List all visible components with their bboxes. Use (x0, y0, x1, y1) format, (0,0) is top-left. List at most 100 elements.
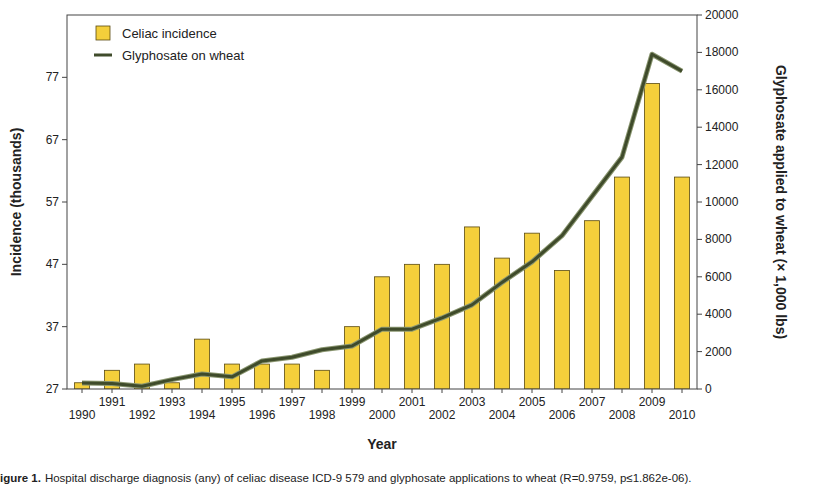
y2-tick-label: 18000 (705, 45, 739, 59)
x-tick-label: 1998 (309, 408, 336, 422)
x-tick-label: 2002 (429, 408, 456, 422)
x-tick-label: 2007 (579, 395, 606, 409)
x-tick-label: 2005 (519, 395, 546, 409)
x-tick-label: 1995 (219, 395, 246, 409)
y-tick-label: 67 (46, 133, 60, 147)
y2-tick-label: 6000 (705, 270, 732, 284)
y-axis-title: Incidence (thousands) (8, 128, 24, 277)
x-tick (652, 389, 653, 393)
y-tick (62, 202, 67, 203)
x-tick (502, 389, 503, 393)
x-tick-label: 1990 (69, 408, 96, 422)
y2-tick-label: 8000 (705, 232, 732, 246)
x-tick-label: 2001 (399, 395, 426, 409)
x-tick (622, 389, 623, 393)
y2-tick (697, 89, 702, 90)
y2-tick-label: 10000 (705, 195, 739, 209)
marks (75, 54, 690, 389)
x-tick-label: 2003 (459, 395, 486, 409)
caption-text: Hospital discharge diagnosis (any) of ce… (45, 472, 692, 484)
x-tick (562, 389, 563, 393)
y-tick-label: 77 (46, 70, 60, 84)
y2-tick-label: 20000 (705, 8, 739, 22)
bar (645, 84, 660, 389)
x-tick (592, 389, 593, 393)
legend-line (94, 54, 112, 57)
y2-tick-label: 16000 (705, 83, 739, 97)
y2-tick-label: 4000 (705, 307, 732, 321)
y-tick-label: 27 (46, 382, 60, 396)
legend-label: Glyphosate on wheat (122, 48, 245, 63)
bar (675, 177, 690, 389)
x-tick (262, 389, 263, 393)
x-tick-label: 1994 (189, 408, 216, 422)
x-tick (532, 389, 533, 393)
y2-tick (697, 276, 702, 277)
x-tick (442, 389, 443, 393)
x-tick-label: 2008 (609, 408, 636, 422)
line-halo (82, 54, 682, 386)
x-tick-label: 1997 (279, 395, 306, 409)
bar (435, 264, 450, 389)
x-tick-label: 2000 (369, 408, 396, 422)
x-tick-label: 1999 (339, 395, 366, 409)
x-tick (412, 389, 413, 393)
chart: 2737475767770200040006000800010000120001… (0, 0, 816, 497)
y2-axis-title: Glyphosate applied to wheat (× 1,000 lbs… (773, 65, 789, 339)
x-tick (142, 389, 143, 393)
y2-tick-label: 2000 (705, 345, 732, 359)
x-tick (112, 389, 113, 393)
x-tick-label: 2009 (639, 395, 666, 409)
legend-label: Celiac incidence (122, 26, 217, 41)
x-tick (202, 389, 203, 393)
y2-tick (697, 389, 702, 390)
y2-tick (697, 202, 702, 203)
y2-tick-label: 0 (705, 382, 712, 396)
y-tick (62, 326, 67, 327)
caption-label: igure 1. (0, 472, 41, 484)
bar (615, 177, 630, 389)
bar (255, 364, 270, 389)
bar (165, 383, 180, 389)
bar (585, 221, 600, 389)
y2-tick (697, 52, 702, 53)
y2-tick (697, 15, 702, 16)
y-tick (62, 139, 67, 140)
x-tick-label: 2004 (489, 408, 516, 422)
y-tick (62, 264, 67, 265)
caption: igure 1. Hospital discharge diagnosis (an… (0, 472, 691, 484)
x-tick (82, 389, 83, 393)
y2-tick (697, 239, 702, 240)
x-tick (172, 389, 173, 393)
x-tick (472, 389, 473, 393)
y-tick (62, 389, 67, 390)
line (82, 54, 682, 386)
y2-tick-label: 14000 (705, 120, 739, 134)
x-tick-label: 1991 (99, 395, 126, 409)
x-tick-label: 2006 (549, 408, 576, 422)
bar (555, 271, 570, 389)
x-tick (352, 389, 353, 393)
x-tick-label: 1996 (249, 408, 276, 422)
bar (285, 364, 300, 389)
y2-tick (697, 314, 702, 315)
legend-swatch (96, 26, 110, 40)
y2-tick-label: 12000 (705, 158, 739, 172)
x-tick (682, 389, 683, 393)
plot-frame (67, 15, 697, 389)
y-tick-label: 37 (46, 320, 60, 334)
y2-tick (697, 351, 702, 352)
bar (195, 339, 210, 389)
bar (345, 327, 360, 389)
y2-tick (697, 127, 702, 128)
bar (315, 370, 330, 389)
y-tick-label: 57 (46, 195, 60, 209)
x-tick (232, 389, 233, 393)
x-tick (292, 389, 293, 393)
x-tick-label: 2010 (669, 408, 696, 422)
x-tick (382, 389, 383, 393)
y2-tick (697, 164, 702, 165)
y-tick (62, 77, 67, 78)
x-tick-label: 1993 (159, 395, 186, 409)
x-tick (322, 389, 323, 393)
